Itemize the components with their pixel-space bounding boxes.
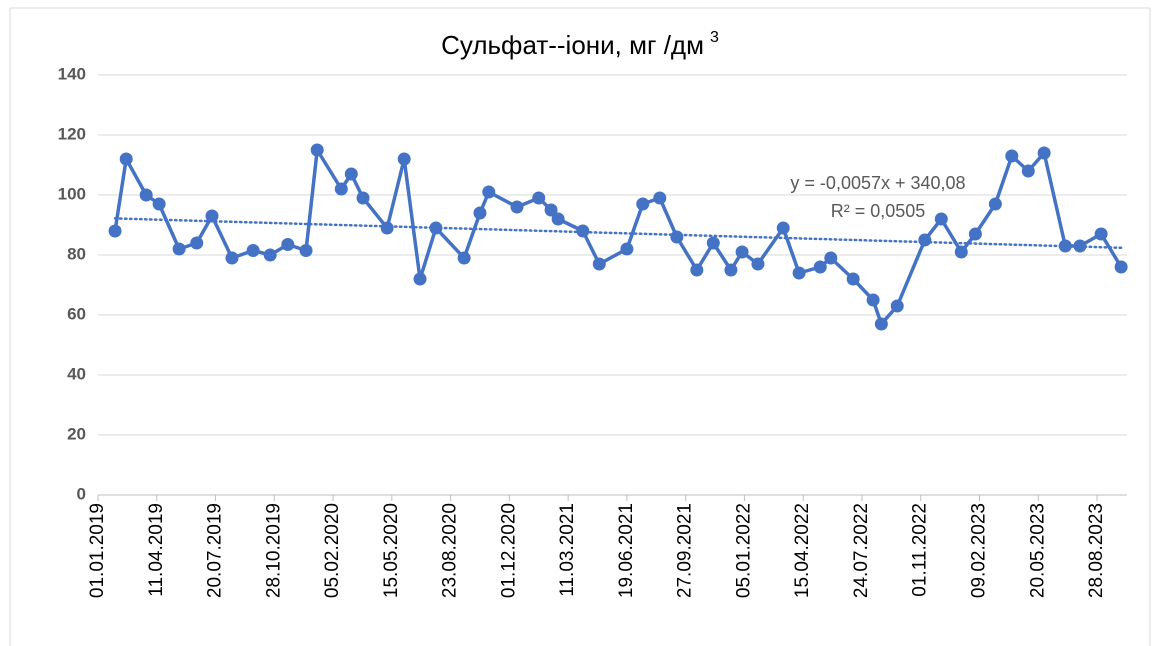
x-tick-label: 20.07.2019 <box>205 503 226 598</box>
title-text: Сульфат--іони, мг /дм <box>441 30 704 60</box>
x-tick-label: 27.09.2021 <box>675 503 696 598</box>
data-point <box>1058 239 1072 253</box>
data-point <box>988 197 1002 211</box>
chart-title: Сульфат--іони, мг /дм 3 <box>441 29 719 60</box>
data-point <box>344 167 358 181</box>
x-tick-label: 28.10.2019 <box>263 503 284 598</box>
data-point <box>225 251 239 265</box>
data-point <box>246 244 260 257</box>
data-line <box>113 148 1123 326</box>
data-point <box>968 227 982 241</box>
data-point <box>934 212 948 226</box>
x-tick-label: 01.11.2022 <box>910 503 931 597</box>
data-point <box>724 263 738 277</box>
x-tick-label: 19.06.2021 <box>616 503 637 598</box>
data-point <box>653 191 667 205</box>
x-tick-label: 11.04.2019 <box>146 503 167 597</box>
x-tick-label: 01.01.2019 <box>87 503 108 598</box>
data-point <box>152 197 166 211</box>
data-point <box>776 221 790 235</box>
data-point <box>824 251 838 265</box>
data-point <box>954 245 968 259</box>
data-point <box>890 299 904 313</box>
x-tick-label: 24.07.2022 <box>851 503 872 598</box>
data-point <box>310 143 324 157</box>
data-point <box>482 185 496 199</box>
data-point <box>1114 260 1128 274</box>
data-point <box>532 191 546 205</box>
y-tick-label: 140 <box>58 64 86 83</box>
data-point <box>636 197 650 211</box>
y-tick-label: 120 <box>58 124 86 143</box>
data-point <box>792 266 806 280</box>
x-tick-label: 05.02.2020 <box>322 503 343 598</box>
data-point <box>190 236 204 250</box>
x-tick-label: 15.05.2020 <box>381 503 402 598</box>
data-point <box>1005 149 1019 163</box>
data-point <box>457 251 471 265</box>
data-point <box>413 272 427 286</box>
data-point <box>356 191 370 205</box>
data-point <box>735 245 749 259</box>
data-point <box>172 242 186 256</box>
y-tick-label: 0 <box>77 484 86 503</box>
data-point <box>1021 164 1035 178</box>
data-point <box>670 230 684 244</box>
data-point <box>108 224 122 238</box>
data-point <box>119 152 133 166</box>
trend-r-squared: R² = 0,0505 <box>831 201 926 221</box>
x-tick-label: 01.12.2020 <box>498 503 519 598</box>
title-superscript: 3 <box>710 29 719 46</box>
data-point <box>846 272 860 286</box>
data-point <box>592 257 606 271</box>
chart-border <box>9 7 1151 646</box>
trendline <box>113 217 1123 250</box>
data-point <box>510 200 524 214</box>
data-point <box>813 260 827 274</box>
data-point <box>334 182 348 196</box>
data-point <box>1073 239 1087 253</box>
data-point <box>139 188 153 202</box>
data-point <box>1094 227 1108 241</box>
x-tick-label: 20.05.2023 <box>1027 503 1048 598</box>
data-point <box>551 212 565 226</box>
y-tick-label: 60 <box>67 304 86 323</box>
data-point <box>620 242 634 256</box>
data-point <box>576 224 590 238</box>
data-point <box>544 203 558 217</box>
y-tick-label: 40 <box>67 364 86 383</box>
data-point <box>866 293 880 307</box>
data-point <box>751 257 765 271</box>
y-tick-label: 20 <box>67 424 86 443</box>
data-point <box>1037 146 1051 160</box>
x-tick-label: 11.03.2021 <box>557 503 578 597</box>
y-tick-label: 100 <box>58 184 86 203</box>
data-point <box>918 233 932 247</box>
y-tick-label: 80 <box>67 244 86 263</box>
x-tick-label: 09.02.2023 <box>969 503 990 598</box>
data-point <box>281 238 295 251</box>
data-point <box>473 206 487 220</box>
data-point <box>690 263 704 277</box>
x-tick-label: 15.04.2022 <box>792 503 813 598</box>
data-point <box>380 221 394 235</box>
trend-equation: y = -0,0057x + 340,08 <box>790 173 965 193</box>
data-point <box>299 244 313 257</box>
x-tick-label: 28.08.2023 <box>1086 503 1107 598</box>
x-tick-label: 05.01.2022 <box>733 503 754 598</box>
data-point <box>263 248 277 262</box>
data-point <box>397 152 411 166</box>
data-point <box>874 317 888 331</box>
x-tick-label: 23.08.2020 <box>440 503 461 598</box>
data-point <box>429 221 443 235</box>
data-point <box>205 209 219 223</box>
data-point <box>706 236 720 250</box>
